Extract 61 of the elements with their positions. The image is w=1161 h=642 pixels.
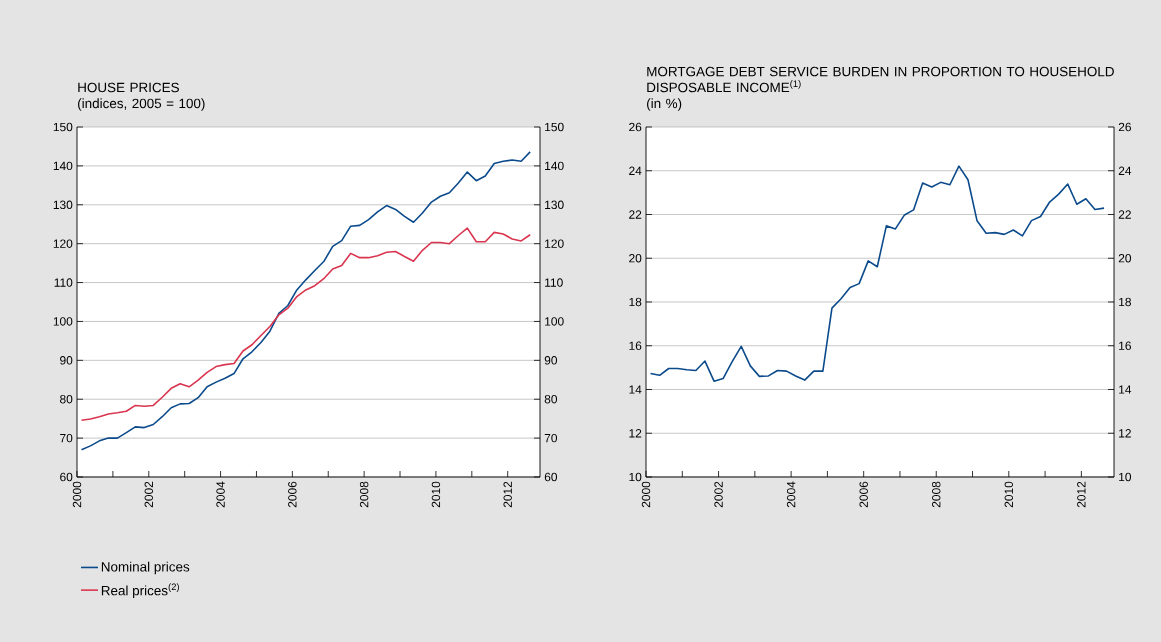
y-tick-label: 16 [629,341,642,350]
y2-tick-label: 26 [1118,122,1131,132]
x-tick-label: 2010 [1004,481,1014,508]
y2-tick-label: 140 [545,161,564,171]
line-series [649,165,1105,382]
y-tick-label: 70 [60,433,73,443]
y2-tick-label: 16 [1119,341,1131,350]
chart-title: HOUSE PRICES [78,82,179,93]
y2-tick-label: 18 [1119,297,1131,307]
y-tick-label: 20 [629,254,642,263]
y2-tick-label: 14 [1119,385,1132,394]
chart-subtitle: (indices, 2005 = 100) [78,98,205,111]
y-tick-label: 80 [60,394,73,404]
y-tick-label: 24 [629,166,642,175]
y2-tick-label: 24 [1118,166,1132,175]
y-tick-label: 12 [629,429,642,438]
y2-tick-label: 10 [1119,472,1132,482]
chart-subtitle: (in %) [647,98,682,111]
y2-tick-label: 100 [545,317,564,326]
legend-label: Real prices$^{(2)}$ [101,583,179,599]
y-tick-label: 18 [629,297,642,307]
x-tick-label: 2010 [431,481,441,508]
y-tick-label: 26 [629,122,642,132]
x-tick-label: 2000 [641,481,651,508]
chart-title: MORTGAGE DEBT SERVICE BURDEN IN PROPORTION TO HOUSEHOLD DISPOSABLE INCOME$^{(1)}$ [647,66,1114,93]
y-tick-label: 100 [53,317,73,326]
x-tick-label: 2008 [932,481,941,508]
y2-tick-label: 150 [545,122,564,132]
y-tick-label: 14 [629,385,642,394]
y-tick-label: 90 [60,356,73,365]
y-tick-label: 110 [54,278,73,287]
x-tick-label: 2012 [1077,481,1086,508]
y2-tick-label: 80 [544,394,558,404]
y2-tick-label: 90 [544,356,558,365]
y-tick-label: 60 [60,472,73,482]
y-tick-label: 22 [629,210,642,219]
x-tick-label: 2000 [72,481,82,508]
x-tick-label: 2002 [714,481,723,508]
x-tick-label: 2012 [503,481,512,508]
y-tick-label: 10 [629,472,642,482]
x-tick-label: 2004 [786,481,796,508]
y-tick-label: 120 [53,239,73,248]
y2-tick-label: 130 [545,200,564,210]
y2-tick-label: 60 [544,472,558,482]
y2-tick-label: 20 [1118,254,1132,263]
y2-tick-label: 120 [545,239,564,248]
x-tick-label: 2002 [144,481,154,508]
y-tick-label: 130 [53,200,73,210]
legend-label: Nominal prices [101,561,190,575]
y2-tick-label: 22 [1118,210,1131,219]
x-tick-label: 2008 [359,481,369,508]
y-tick-label: 150 [53,122,73,132]
x-tick-label: 2006 [859,481,868,508]
y2-tick-label: 110 [545,278,563,287]
x-tick-label: 2006 [288,481,297,508]
x-tick-label: 2004 [216,481,225,508]
line-series [80,151,531,451]
y2-tick-label: 12 [1119,429,1131,438]
y2-tick-label: 70 [544,433,558,443]
line-series [80,227,531,422]
y-tick-label: 140 [53,161,73,171]
